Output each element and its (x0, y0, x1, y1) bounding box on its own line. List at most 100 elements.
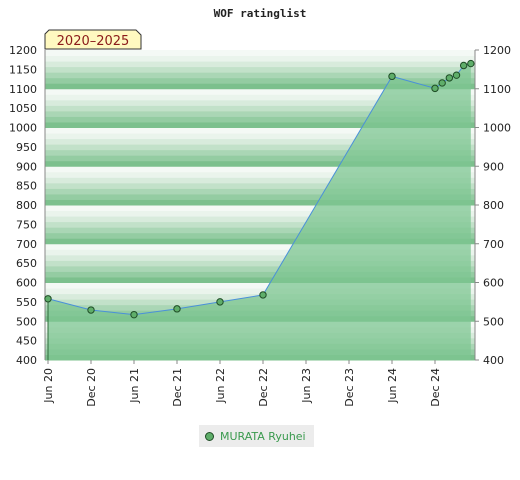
y-tick-label-left: 550 (16, 296, 37, 309)
background-band (45, 116, 475, 123)
background-band (45, 288, 475, 295)
y-tick-label-left: 1000 (9, 122, 37, 135)
data-points (44, 59, 475, 319)
background-band (45, 99, 475, 106)
x-tick-label: Dec 21 (171, 368, 184, 407)
y-tick-label-right: 900 (483, 160, 504, 173)
y-tick-label-left: 800 (16, 199, 37, 212)
background-band (45, 216, 475, 223)
y-tick-label-right: 1000 (483, 122, 511, 135)
background-band (45, 276, 475, 283)
legend-label: MURATA Ryuhei (220, 429, 306, 443)
background-bands (45, 50, 475, 361)
x-tick-label: Dec 23 (343, 368, 356, 407)
x-tick-label: Jun 21 (128, 368, 141, 404)
x-tick-label: Jun 22 (214, 368, 227, 404)
legend: MURATA Ryuhei (199, 425, 314, 447)
y-tick-label-left: 1100 (9, 83, 37, 96)
background-band (45, 94, 475, 101)
background-band (45, 210, 475, 217)
y-tick-label-left: 900 (16, 160, 37, 173)
y-tick-label-left: 950 (16, 141, 37, 154)
x-tick-label: Dec 22 (257, 368, 270, 407)
background-band (45, 88, 475, 95)
data-point (44, 295, 52, 303)
range-badge: 2020–2025 (44, 29, 142, 50)
background-band (45, 238, 475, 245)
y-tick-label-left: 1050 (9, 102, 37, 115)
background-band (45, 177, 475, 184)
background-band (45, 144, 475, 151)
background-band (45, 221, 475, 228)
background-band (45, 166, 475, 173)
background-band (45, 55, 475, 62)
background-band (45, 193, 475, 200)
background-band (45, 121, 475, 128)
background-band (45, 254, 475, 261)
y-tick-label-left: 450 (16, 335, 37, 348)
y-tick-label-left: 650 (16, 257, 37, 270)
background-band (45, 155, 475, 162)
data-point (438, 79, 446, 87)
y-tick-label-left: 400 (16, 354, 37, 367)
background-band (45, 138, 475, 145)
y-tick-label-left: 600 (16, 277, 37, 290)
background-band (45, 133, 475, 140)
background-band (45, 66, 475, 73)
x-tick-label: Dec 20 (85, 368, 98, 407)
y-tick-label-right: 400 (483, 354, 504, 367)
background-band (45, 110, 475, 117)
axes: 400 450 500 550 600 650 700 750 800 850 900 950 1000… (9, 44, 511, 407)
background-band (45, 282, 475, 289)
background-band (45, 160, 475, 167)
y-tick-label-left: 850 (16, 180, 37, 193)
x-tick-label: Jun 24 (386, 368, 399, 404)
y-tick-label-left: 700 (16, 238, 37, 251)
y-tick-label-left: 500 (16, 315, 37, 328)
data-point (445, 74, 454, 82)
data-point (130, 310, 138, 319)
y-tick-label-right: 600 (483, 277, 504, 290)
background-band (45, 182, 475, 189)
x-tick-label: Jun 20 (42, 368, 55, 404)
background-band (45, 265, 475, 272)
background-band (45, 188, 475, 195)
data-point (452, 71, 461, 79)
data-point (431, 84, 439, 93)
background-band (45, 249, 475, 256)
background-band (45, 50, 475, 57)
background-band (45, 171, 475, 178)
background-band (45, 72, 475, 79)
background-band (45, 199, 475, 206)
background-band (45, 205, 475, 212)
y-tick-label-left: 1150 (9, 63, 37, 76)
background-band (45, 77, 475, 84)
background-band (45, 149, 475, 156)
background-band (45, 260, 475, 267)
y-tick-label-left: 750 (16, 218, 37, 231)
y-tick-label-right: 1100 (483, 83, 511, 96)
background-band (45, 61, 475, 68)
background-band (45, 227, 475, 234)
background-band (45, 232, 475, 239)
background-band (45, 243, 475, 250)
y-tick-label-right: 1200 (483, 44, 511, 57)
y-tick-label-right: 800 (483, 199, 504, 212)
data-point (459, 61, 468, 70)
y-tick-label-right: 500 (483, 315, 504, 328)
area-fill (48, 63, 471, 360)
background-band (45, 271, 475, 278)
data-point (467, 59, 475, 68)
data-point (388, 72, 396, 81)
background-band (45, 83, 475, 90)
x-tick-label: Jun 23 (300, 368, 313, 404)
data-point (87, 306, 95, 314)
data-point (173, 305, 181, 313)
y-tick-label-left: 1200 (9, 44, 37, 57)
legend-marker-icon (205, 431, 214, 441)
data-point (216, 298, 224, 306)
data-point (259, 291, 267, 299)
background-band (45, 127, 475, 134)
x-tick-label: Dec 24 (429, 368, 442, 407)
